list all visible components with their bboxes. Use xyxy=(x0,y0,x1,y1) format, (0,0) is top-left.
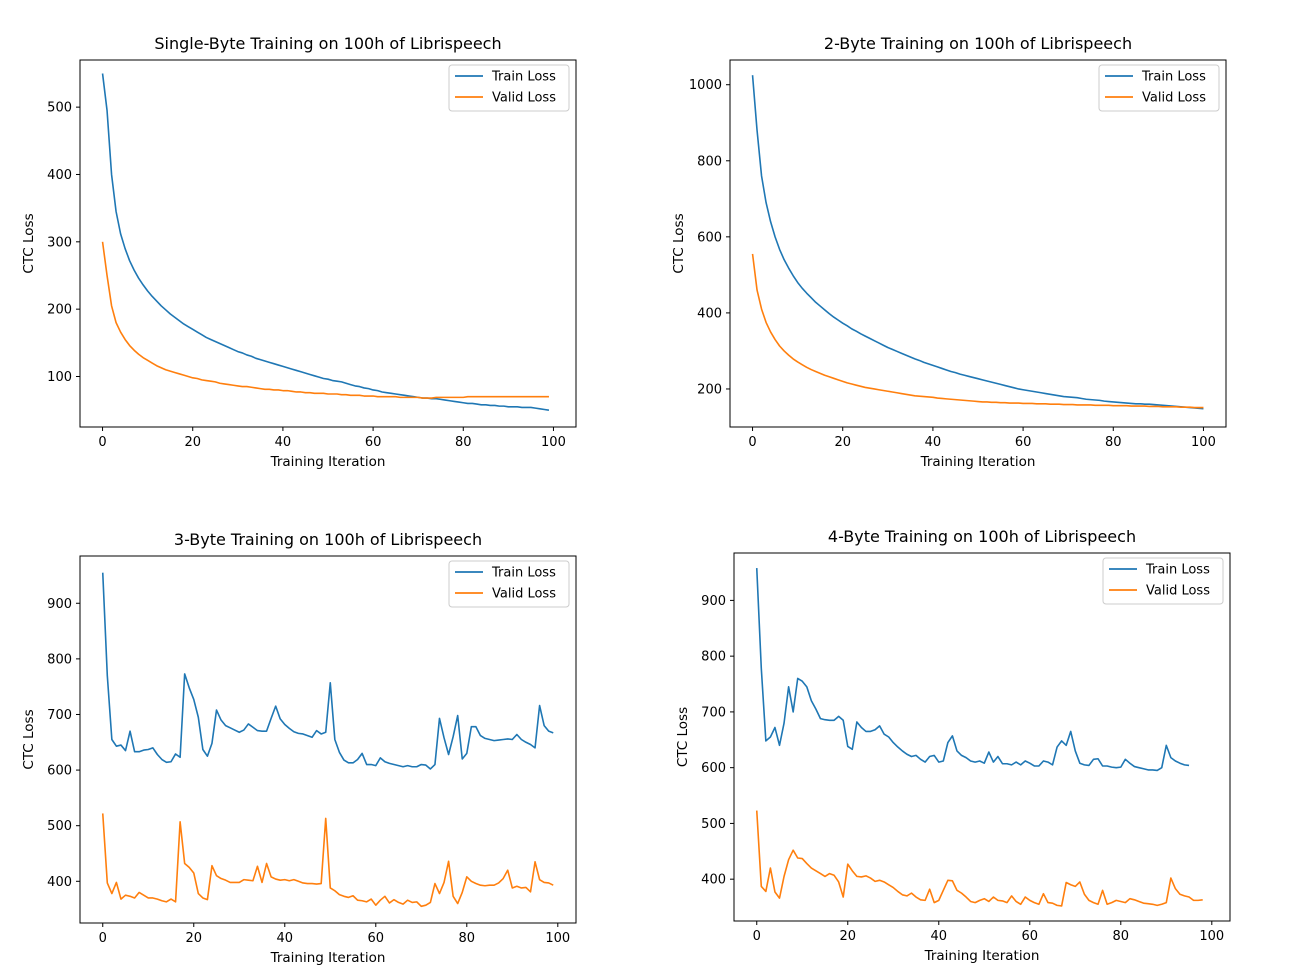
plot-frame xyxy=(729,59,1227,428)
legend: Train Loss Valid Loss xyxy=(1102,557,1224,605)
legend-label-1: Train Loss xyxy=(1145,563,1210,578)
y-tick-label: 500 xyxy=(47,101,72,116)
x-tick-label: 40 xyxy=(276,931,293,946)
y-tick-label: 500 xyxy=(701,817,726,832)
x-tick-label: 0 xyxy=(753,929,761,944)
y-tick-label: 400 xyxy=(697,306,722,321)
chart-title: 3-Byte Training on 100h of Librispeech xyxy=(174,530,482,549)
y-axis-label: CTC Loss xyxy=(671,213,687,273)
x-tick-label: 80 xyxy=(1105,435,1122,450)
legend: Train Loss Valid Loss xyxy=(448,64,570,112)
y-tick-label: 200 xyxy=(697,382,722,397)
x-tick-label: 20 xyxy=(184,435,201,450)
y-tick-label: 600 xyxy=(47,764,72,779)
subplot-3: 3-Byte Training on 100h of Librispeech 0 2… xyxy=(21,530,577,966)
x-axis-label: Training Iteration xyxy=(270,454,386,470)
x-tick-label: 0 xyxy=(99,931,107,946)
y-tick-label: 800 xyxy=(701,650,726,665)
subplot-1: Single-Byte Training on 100h of Librispe… xyxy=(21,34,577,470)
series-line-1 xyxy=(101,572,554,770)
legend-label-1: Train Loss xyxy=(491,70,556,85)
x-tick-label: 20 xyxy=(839,929,856,944)
series-line-2 xyxy=(755,810,1203,907)
legend-label-2: Valid Loss xyxy=(492,91,556,106)
y-tick-label: 100 xyxy=(47,370,72,385)
y-axis-label: CTC Loss xyxy=(675,707,691,767)
plot-frame xyxy=(79,555,577,924)
y-tick-label: 400 xyxy=(47,875,72,890)
chart-title: 4-Byte Training on 100h of Librispeech xyxy=(828,527,1136,546)
y-tick-label: 500 xyxy=(47,819,72,834)
y-tick-label: 800 xyxy=(697,154,722,169)
x-tick-label: 0 xyxy=(98,435,106,450)
series-line-1 xyxy=(751,75,1204,410)
y-tick-label: 1000 xyxy=(689,78,722,93)
legend-label-2: Valid Loss xyxy=(1142,91,1206,106)
x-axis-label: Training Iteration xyxy=(924,948,1040,964)
x-tick-label: 40 xyxy=(925,435,942,450)
plot-frame xyxy=(733,552,1231,922)
y-tick-label: 300 xyxy=(47,235,72,250)
x-tick-label: 60 xyxy=(1015,435,1032,450)
x-tick-label: 0 xyxy=(748,435,756,450)
y-tick-label: 400 xyxy=(701,873,726,888)
x-tick-label: 60 xyxy=(368,931,385,946)
series-line-1 xyxy=(755,568,1190,772)
y-tick-label: 700 xyxy=(47,708,72,723)
x-tick-label: 80 xyxy=(1113,929,1130,944)
legend-label-2: Valid Loss xyxy=(1146,584,1210,599)
y-tick-label: 600 xyxy=(701,761,726,776)
y-tick-label: 200 xyxy=(47,303,72,318)
series-line-2 xyxy=(101,241,549,399)
x-tick-label: 80 xyxy=(459,931,476,946)
legend-label-2: Valid Loss xyxy=(492,587,556,602)
x-tick-label: 20 xyxy=(834,435,851,450)
y-tick-label: 900 xyxy=(47,597,72,612)
y-tick-label: 600 xyxy=(697,230,722,245)
legend-label-1: Train Loss xyxy=(1141,70,1206,85)
x-tick-label: 60 xyxy=(1022,929,1039,944)
plot-frame xyxy=(79,59,577,428)
y-axis-label: CTC Loss xyxy=(21,709,37,769)
legend: Train Loss Valid Loss xyxy=(448,560,570,608)
chart-title: 2-Byte Training on 100h of Librispeech xyxy=(824,34,1132,53)
x-tick-label: 100 xyxy=(1199,929,1224,944)
series-line-2 xyxy=(101,813,554,908)
subplot-2: 2-Byte Training on 100h of Librispeech 0 2… xyxy=(671,34,1227,470)
x-axis-label: Training Iteration xyxy=(920,454,1036,470)
x-tick-label: 80 xyxy=(455,435,472,450)
series-line-2 xyxy=(751,253,1204,409)
x-tick-label: 100 xyxy=(545,931,570,946)
y-tick-label: 700 xyxy=(701,705,726,720)
subplot-4: 4-Byte Training on 100h of Librispeech 0 2… xyxy=(675,527,1231,964)
legend: Train Loss Valid Loss xyxy=(1098,64,1220,112)
x-tick-label: 40 xyxy=(275,435,292,450)
y-tick-label: 800 xyxy=(47,652,72,667)
y-axis-label: CTC Loss xyxy=(21,213,37,273)
x-tick-label: 40 xyxy=(930,929,947,944)
x-tick-label: 60 xyxy=(365,435,382,450)
x-tick-label: 20 xyxy=(185,931,202,946)
x-tick-label: 100 xyxy=(1191,435,1216,450)
series-line-1 xyxy=(101,73,550,411)
legend-label-1: Train Loss xyxy=(491,566,556,581)
chart-title: Single-Byte Training on 100h of Librispe… xyxy=(154,34,501,53)
y-tick-label: 900 xyxy=(701,594,726,609)
y-tick-label: 400 xyxy=(47,168,72,183)
x-axis-label: Training Iteration xyxy=(270,950,386,966)
x-tick-label: 100 xyxy=(541,435,566,450)
